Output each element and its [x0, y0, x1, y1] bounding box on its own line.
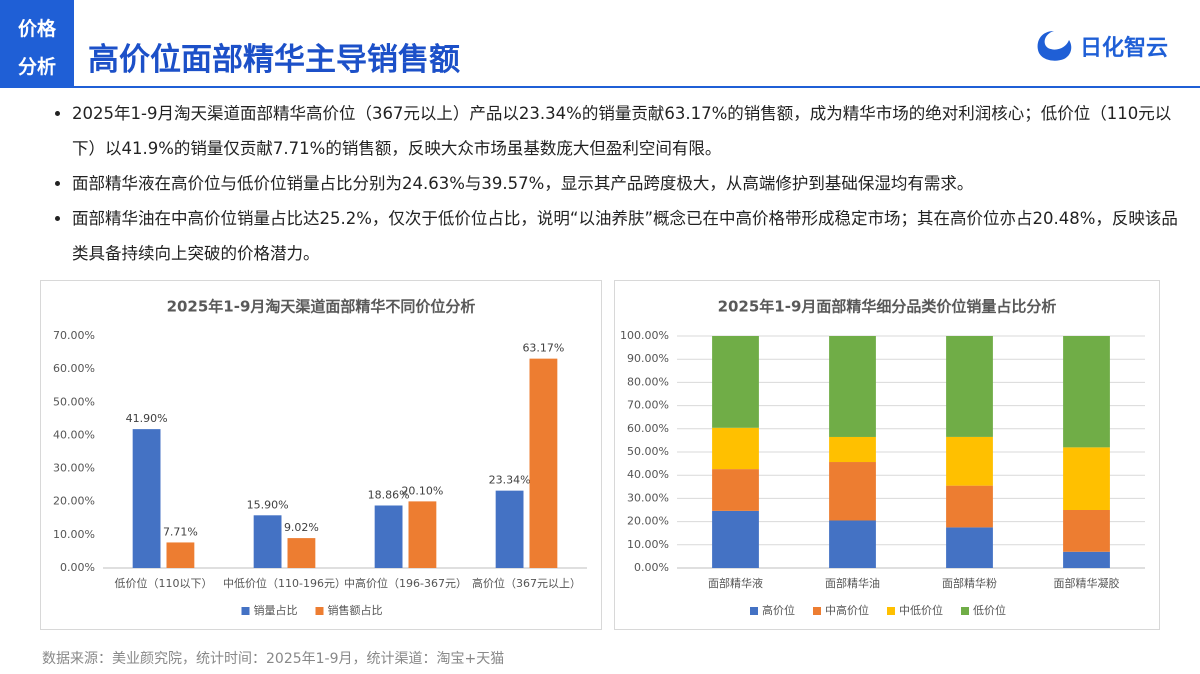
- y-tick-label: 50.00%: [53, 395, 95, 408]
- chart-title: 2025年1-9月淘天渠道面部精华不同价位分析: [167, 298, 476, 316]
- data-label: 63.17%: [522, 342, 564, 355]
- y-tick-label: 90.00%: [627, 352, 669, 365]
- y-tick-label: 60.00%: [627, 422, 669, 435]
- y-tick-label: 50.00%: [627, 445, 669, 458]
- section-tag: 价格 分析: [0, 0, 74, 88]
- bar: [132, 429, 161, 568]
- legend-swatch: [315, 607, 324, 615]
- logo-text: 日化智云: [1080, 36, 1169, 61]
- bar-segment: [712, 510, 759, 568]
- bar: [287, 538, 316, 568]
- chart-panel: 2025年1-9月面部精华细分品类价位销量占比分析 0.00% 10.00% 20.0…: [614, 280, 1160, 630]
- bar-segment: [946, 436, 993, 486]
- bullet-list: 2025年1-9月淘天渠道面部精华高价位（367元以上）产品以23.34%的销量…: [50, 96, 1182, 271]
- y-tick-label: 70.00%: [627, 399, 669, 412]
- x-tick-label: 高价位（367元以上）: [472, 576, 581, 590]
- x-tick-label: 中低价位（110-196元）: [223, 576, 346, 590]
- bar-segment: [712, 469, 759, 511]
- bar-segment: [946, 336, 993, 437]
- bar-segment: [1063, 336, 1110, 448]
- legend-label: 中低价位: [899, 603, 943, 617]
- bar-segment: [946, 527, 993, 568]
- x-tick-label: 面部精华液: [708, 576, 763, 590]
- y-tick-label: 100.00%: [620, 329, 669, 342]
- y-tick-label: 0.00%: [60, 561, 95, 574]
- y-tick-label: 20.00%: [627, 515, 669, 528]
- bar-segment: [829, 462, 876, 521]
- y-tick-label: 40.00%: [627, 468, 669, 481]
- data-label: 9.02%: [284, 521, 319, 534]
- bar: [253, 515, 282, 568]
- bar-segment: [829, 436, 876, 463]
- chart-title: 2025年1-9月面部精华细分品类价位销量占比分析: [718, 298, 1057, 316]
- chart-panel: 2025年1-9月淘天渠道面部精华不同价位分析 0.00% 10.00% 20.00%…: [40, 280, 602, 630]
- legend-swatch: [813, 607, 821, 615]
- bar-segment: [1063, 551, 1110, 568]
- y-tick-label: 0.00%: [634, 561, 669, 574]
- data-label: 41.90%: [126, 412, 168, 425]
- y-tick-label: 30.00%: [53, 462, 95, 475]
- bar: [166, 542, 195, 568]
- y-tick-label: 20.00%: [53, 495, 95, 508]
- legend-swatch: [887, 607, 895, 615]
- bar-segment: [712, 336, 759, 428]
- y-tick-label: 80.00%: [627, 375, 669, 388]
- logo: 日化智云: [1034, 28, 1168, 64]
- legend-label: 销售额占比: [328, 603, 383, 617]
- bullet: 2025年1-9月淘天渠道面部精华高价位（367元以上）产品以23.34%的销量…: [72, 96, 1182, 166]
- slide-title: 高价位面部精华主导销售额: [88, 42, 460, 78]
- y-tick-label: 10.00%: [53, 528, 95, 541]
- x-tick-label: 面部精华油: [825, 576, 880, 590]
- data-label: 18.86%: [368, 488, 410, 501]
- bar-segment: [829, 336, 876, 437]
- data-label: 15.90%: [247, 498, 289, 511]
- legend-label: 中高价位: [825, 603, 869, 617]
- tag-line: 分析: [17, 56, 56, 78]
- source-note: 数据来源：美业颜究院，统计时间：2025年1-9月，统计渠道：淘宝+天猫: [42, 651, 505, 667]
- logo-icon: [1037, 31, 1072, 61]
- y-tick-label: 10.00%: [627, 538, 669, 551]
- data-label: 23.34%: [489, 474, 531, 487]
- bar-segment: [712, 427, 759, 470]
- legend-swatch: [961, 607, 969, 615]
- bullet: 面部精华油在中高价位销量占比达25.2%，仅次于低价位占比，说明“以油养肤”概念…: [72, 201, 1182, 271]
- bar-segment: [946, 485, 993, 528]
- legend-label: 销量占比: [254, 603, 298, 617]
- bar: [374, 505, 403, 568]
- header-rule: [74, 86, 1200, 88]
- y-tick-label: 60.00%: [53, 362, 95, 375]
- x-tick-label: 面部精华粉: [942, 576, 997, 590]
- bar-segment: [1063, 510, 1110, 552]
- legend-swatch: [241, 607, 250, 615]
- y-tick-label: 40.00%: [53, 428, 95, 441]
- bar-segment: [829, 520, 876, 568]
- x-tick-label: 中高价位（196-367元）: [344, 576, 467, 590]
- bar: [408, 501, 437, 568]
- bullet: 面部精华液在高价位与低价位销量占比分别为24.63%与39.57%，显示其产品跨…: [72, 166, 1182, 201]
- legend-label: 低价位: [973, 603, 1006, 617]
- y-tick-label: 70.00%: [53, 329, 95, 342]
- data-label: 20.10%: [401, 484, 443, 497]
- tag-line: 价格: [17, 18, 56, 40]
- bar: [529, 358, 558, 568]
- y-tick-label: 30.00%: [627, 491, 669, 504]
- legend-swatch: [750, 607, 758, 615]
- x-tick-label: 低价位（110以下）: [115, 576, 213, 590]
- bar-segment: [1063, 447, 1110, 510]
- chart: 2025年1-9月淘天渠道面部精华不同价位分析 0.00% 10.00% 20.00%…: [53, 298, 587, 617]
- chart: 2025年1-9月面部精华细分品类价位销量占比分析 0.00% 10.00% 20.0…: [620, 298, 1145, 617]
- data-label: 7.71%: [163, 525, 198, 538]
- x-tick-label: 面部精华凝胶: [1054, 576, 1120, 590]
- legend-label: 高价位: [762, 603, 795, 617]
- bar: [495, 490, 524, 568]
